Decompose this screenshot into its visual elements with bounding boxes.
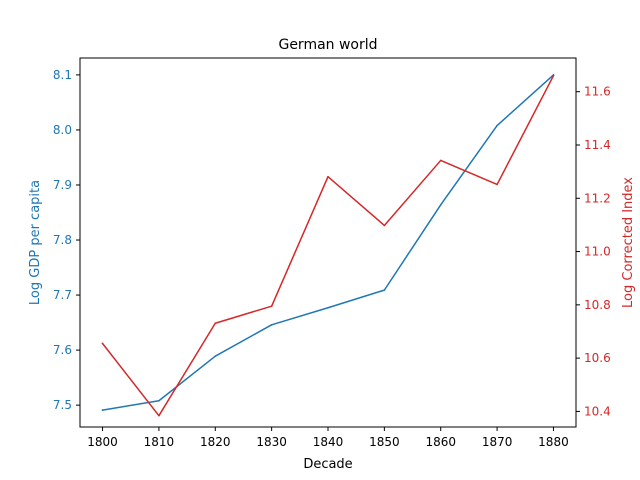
data-point-right: [214, 322, 217, 325]
x-tick-label: 1830: [256, 435, 287, 449]
data-point-right: [101, 342, 104, 345]
plot-frame: [79, 57, 577, 428]
left-y-tick-label: 7.5: [53, 398, 72, 412]
left-y-tick-label: 7.7: [53, 288, 72, 302]
right-y-axis-label: Log Corrected Index: [621, 177, 636, 308]
axes-layer: 1800 1810 1820 1830 1840 1850 1860 1870 1880 7.5 7…: [53, 68, 611, 449]
x-tick-label: 1850: [369, 435, 400, 449]
left-y-tick-label: 7.8: [53, 233, 72, 247]
x-tick-label: 1880: [538, 435, 569, 449]
x-tick-label: 1820: [200, 435, 231, 449]
data-point-left: [101, 409, 104, 411]
x-tick-label: 1860: [425, 435, 456, 449]
data-point-left: [383, 289, 386, 291]
x-tick-label: 1800: [87, 435, 118, 449]
left-y-tick-label: 8.0: [53, 123, 72, 137]
data-point-right: [327, 175, 329, 178]
right-y-tick-label: 11.4: [584, 138, 611, 152]
left-y-axis-label: Log GDP per capita: [28, 180, 43, 305]
data-point-right: [383, 224, 386, 227]
right-y-tick-label: 10.8: [584, 298, 611, 312]
right-y-tick-label: 11.0: [584, 245, 611, 259]
x-tick-label: 1840: [313, 435, 344, 449]
x-axis-label: Decade: [303, 457, 352, 472]
data-point-right: [270, 305, 273, 307]
x-tick-label: 1870: [482, 435, 513, 449]
left-y-tick-label: 7.9: [53, 178, 72, 192]
data-point-left: [496, 124, 498, 127]
data-point-right: [552, 74, 555, 77]
data-point-left: [214, 355, 217, 357]
data-point-left: [270, 323, 273, 326]
right-y-tick-label: 10.6: [584, 351, 611, 365]
data-point-right: [496, 183, 498, 186]
x-tick-label: 1810: [144, 435, 175, 449]
series-layer: [101, 73, 555, 417]
left-y-tick-label: 8.1: [53, 68, 72, 82]
right-y-tick-label: 11.2: [584, 191, 611, 205]
left-y-tick-label: 7.6: [53, 343, 72, 357]
data-point-right: [158, 414, 160, 417]
data-point-right: [439, 159, 442, 162]
right-y-tick-label: 11.6: [584, 85, 611, 99]
data-point-left: [327, 306, 329, 309]
data-point-left: [158, 399, 160, 402]
chart-title: German world: [278, 37, 377, 53]
data-point-left: [439, 204, 442, 206]
right-y-tick-label: 10.4: [584, 404, 611, 418]
